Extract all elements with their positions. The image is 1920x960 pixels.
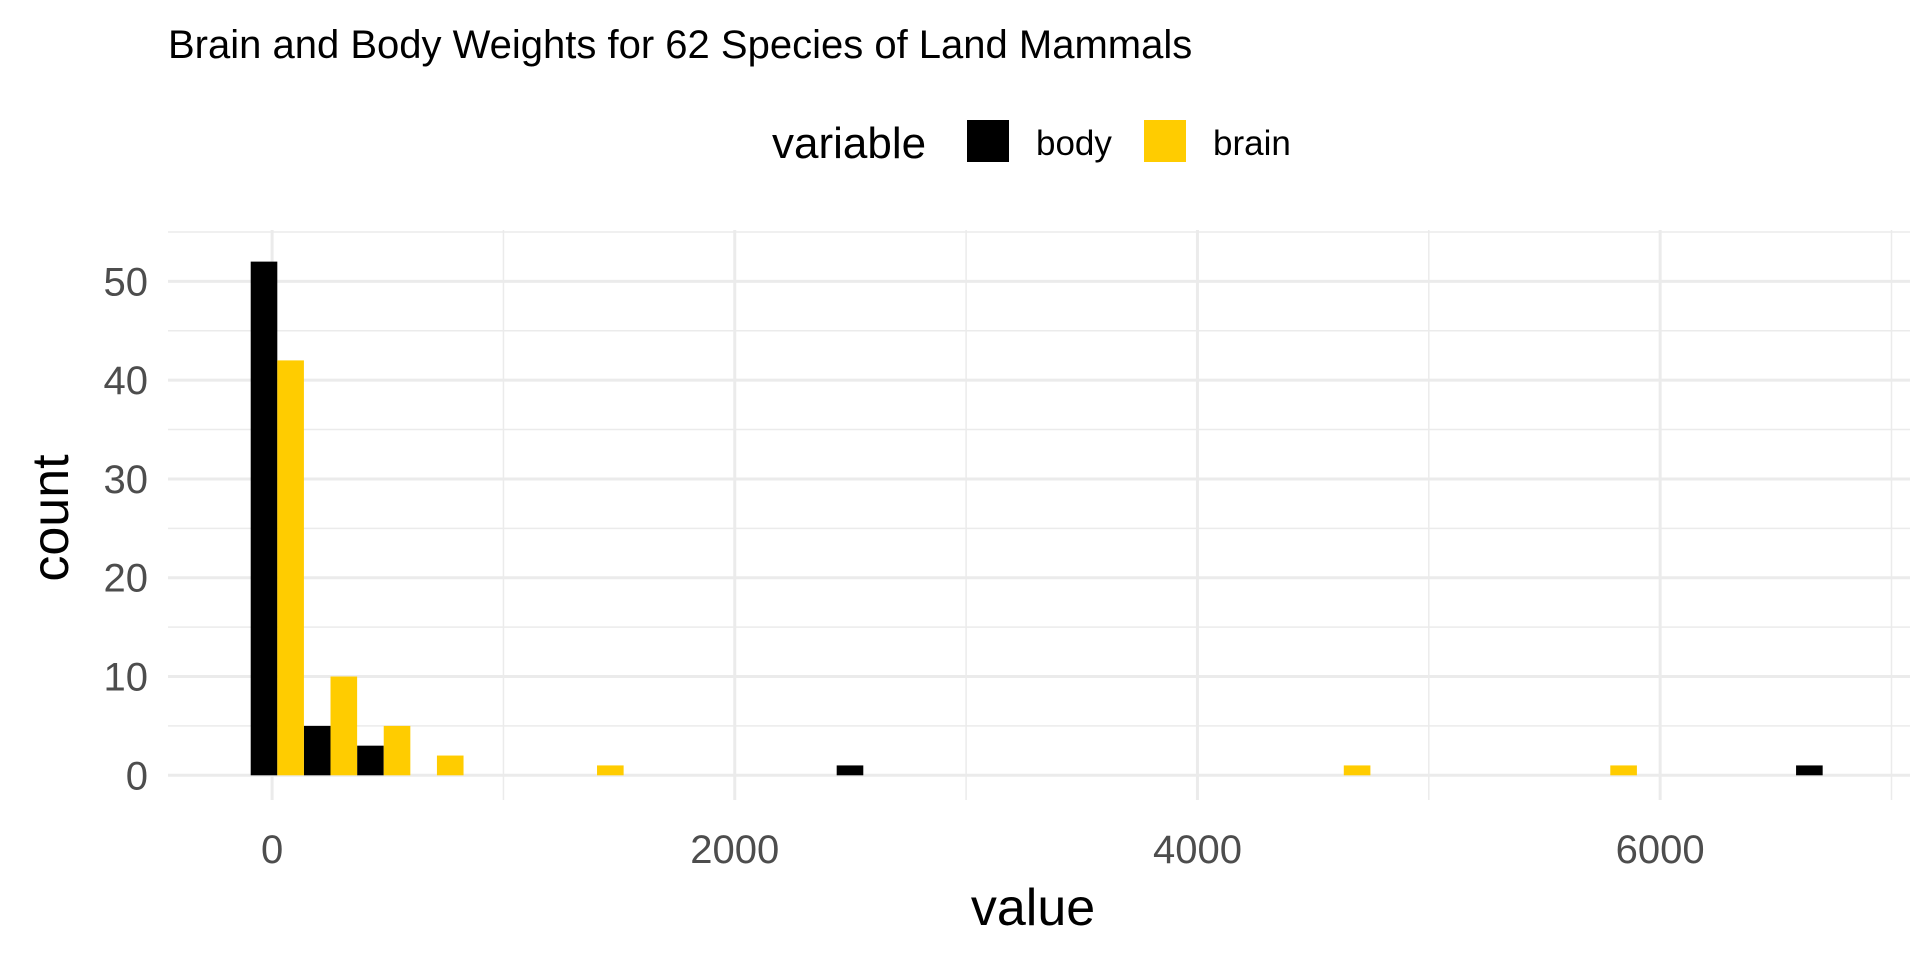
- bar-brain: [277, 360, 304, 776]
- bar-brain: [1610, 765, 1637, 776]
- x-tick-labels: 0 2000 4000 6000: [261, 828, 1705, 872]
- histogram-bars: [250, 261, 1823, 776]
- y-tick-label: 40: [104, 359, 149, 403]
- bar-brain: [330, 676, 358, 776]
- y-tick-labels: 0 10 20 30 40 50: [104, 260, 149, 798]
- legend-key-body: [967, 120, 1009, 162]
- bar-body: [836, 765, 864, 776]
- y-tick-label: 0: [126, 754, 148, 798]
- x-tick-label: 4000: [1153, 828, 1242, 872]
- bar-brain: [597, 765, 624, 776]
- bar-body: [1796, 765, 1823, 776]
- bar-body: [303, 725, 331, 776]
- legend-key-brain: [1144, 120, 1186, 162]
- y-tick-label: 10: [104, 656, 149, 700]
- y-tick-label: 50: [104, 260, 149, 304]
- legend-title: variable: [772, 119, 926, 168]
- bar-brain: [383, 725, 411, 776]
- bar-body: [357, 745, 384, 776]
- x-tick-label: 0: [261, 828, 283, 872]
- bar-brain: [436, 755, 464, 776]
- x-tick-label: 6000: [1616, 828, 1705, 872]
- x-tick-label: 2000: [690, 828, 779, 872]
- legend-label-brain: brain: [1213, 124, 1291, 163]
- y-axis-title: count: [22, 454, 80, 582]
- bar-body: [250, 261, 278, 776]
- legend-label-body: body: [1036, 124, 1112, 163]
- chart-title: Brain and Body Weights for 62 Species of…: [168, 23, 1192, 67]
- legend: variable body brain: [772, 119, 1291, 168]
- x-axis-title: value: [971, 879, 1095, 937]
- bar-brain: [1343, 765, 1371, 776]
- y-tick-label: 20: [104, 557, 149, 601]
- y-tick-label: 30: [104, 458, 149, 502]
